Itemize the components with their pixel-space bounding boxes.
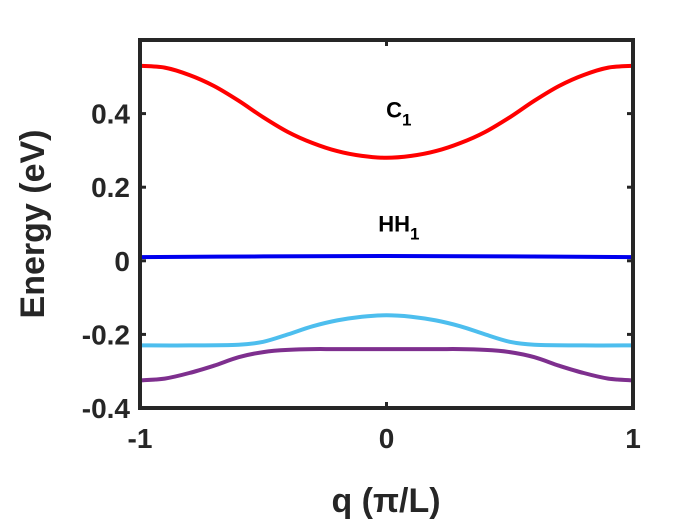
series-line-2 bbox=[139, 254, 634, 260]
x-tick-label: 0 bbox=[379, 423, 395, 454]
series-line-3 bbox=[139, 313, 634, 348]
x-tick-label: -1 bbox=[128, 423, 153, 454]
tick-label-layer: -1 0 1 -0.4 -0.2 0 0.2 0.4 bbox=[82, 99, 641, 454]
x-axis-title: q (π/L) bbox=[331, 482, 440, 520]
series-line-4 bbox=[139, 347, 634, 383]
y-tick-label: -0.4 bbox=[82, 393, 131, 424]
series-line-1 bbox=[139, 63, 634, 160]
band-annotation: HH1 bbox=[378, 211, 419, 243]
y-tick-label: 0.4 bbox=[91, 99, 130, 130]
series-layer bbox=[139, 63, 634, 383]
tick-layer bbox=[138, 40, 635, 410]
y-axis-title: Energy (eV) bbox=[14, 130, 52, 319]
y-tick-label: 0 bbox=[114, 246, 130, 277]
y-tick-label: 0.2 bbox=[91, 172, 130, 203]
band-annotation: C1 bbox=[386, 97, 411, 129]
y-tick-label: -0.2 bbox=[82, 319, 130, 350]
annotation-layer: C1 HH1 bbox=[378, 97, 419, 243]
x-tick-label: 1 bbox=[625, 423, 641, 454]
